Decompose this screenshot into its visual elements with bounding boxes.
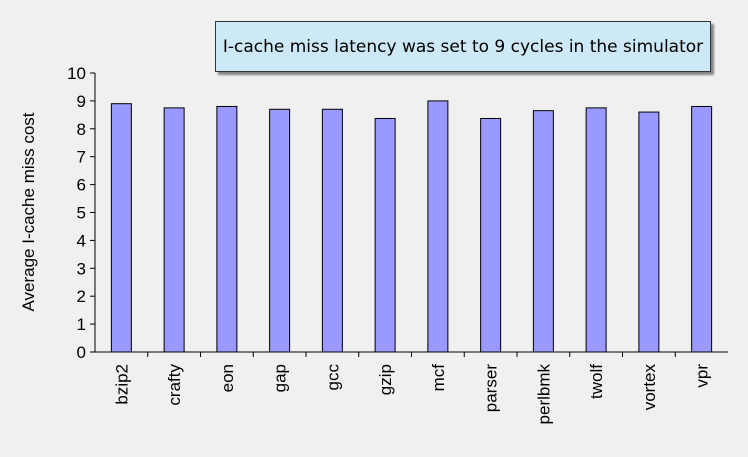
annotation-text: I-cache miss latency was set to 9 cycles… [222,36,704,57]
x-tick-label-bzip2: bzip2 [112,364,131,405]
y-tick-label: 10 [67,64,86,83]
y-tick-label: 7 [77,148,86,167]
bar-gap [269,108,291,353]
bar-crafty [163,107,185,353]
bar-perlbmk [532,110,554,353]
y-tick-label: 1 [77,315,86,334]
x-tick-label-perlbmk: perlbmk [534,364,553,425]
bar-vortex [638,111,660,353]
bar-bzip2 [110,103,132,353]
y-tick-label: 8 [77,120,86,139]
y-tick-label: 3 [77,259,86,278]
y-tick-label: 2 [77,287,86,306]
x-tick-label-gap: gap [271,364,290,392]
x-tick-label-eon: eon [218,364,237,392]
x-tick-label-mcf: mcf [429,364,448,392]
x-tick-label-vpr: vpr [693,364,712,388]
bar-parser [480,117,502,353]
y-tick-label: 6 [77,176,86,195]
x-axis-ticks: bzip2 crafty eon gap gcc gzip mcf parser perlbmk… [112,352,712,425]
bar-vpr [691,105,713,353]
x-tick-label-twolf: twolf [587,364,606,399]
bar-series [110,100,713,353]
x-tick-label-vortex: vortex [640,364,659,411]
y-tick-label: 9 [77,92,86,111]
x-tick-label-gcc: gcc [323,364,342,391]
y-axis-label: Average I-cache miss cost [19,112,38,311]
y-axis-ticks: 0 1 2 3 4 5 6 7 8 9 10 [67,64,95,362]
x-tick-label-parser: parser [482,364,501,413]
bar-eon [216,105,238,353]
bar-gcc [321,108,343,353]
y-tick-label: 0 [77,343,86,362]
x-tick-label-crafty: crafty [165,364,184,406]
x-tick-label-gzip: gzip [376,364,395,395]
annotation-callout: I-cache miss latency was set to 9 cycles… [215,21,711,72]
y-tick-label: 5 [77,204,86,223]
axes [94,73,728,353]
y-tick-label: 4 [77,231,86,250]
bar-mcf [427,100,449,353]
bar-twolf [585,107,607,353]
bar-gzip [374,117,396,353]
